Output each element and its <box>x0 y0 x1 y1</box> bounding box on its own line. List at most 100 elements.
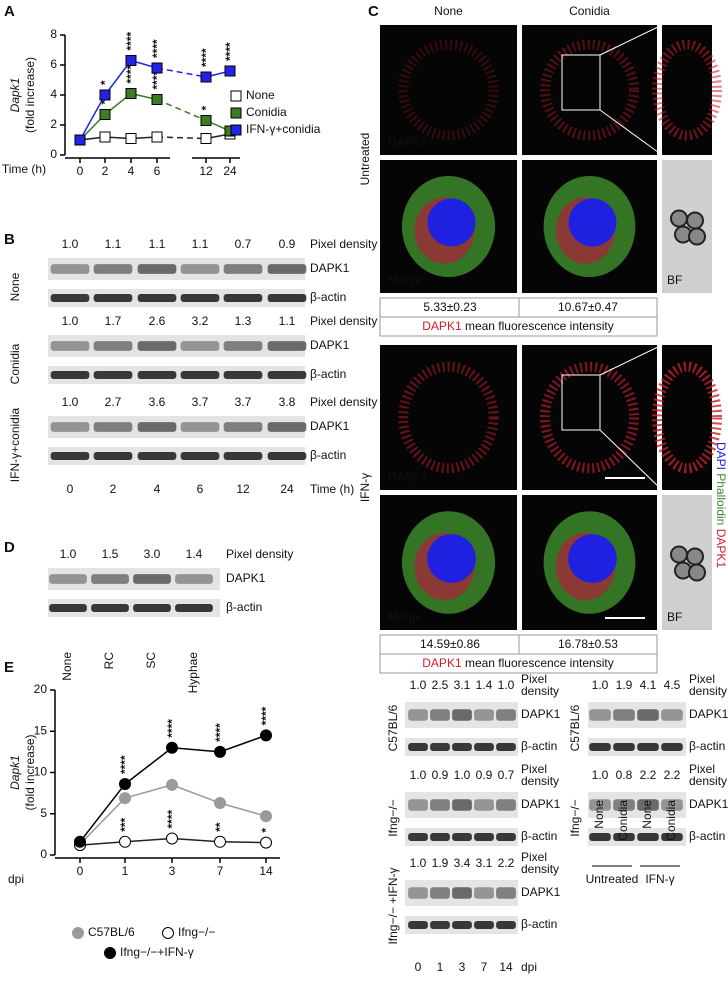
blot-band <box>637 799 659 811</box>
series-segment <box>124 784 173 799</box>
pixel-density: 3.7 <box>192 395 209 409</box>
x-tick-label: 0 <box>77 164 84 178</box>
marker <box>151 62 163 74</box>
blot-band <box>50 341 90 351</box>
density-label: Pixel <box>689 672 715 686</box>
blot-band <box>137 341 177 351</box>
blot-band <box>496 833 516 841</box>
pixel-density: 0.9 <box>476 768 493 782</box>
lane-label: 3 <box>459 960 466 974</box>
blot-band <box>223 371 263 379</box>
cell-signal <box>652 39 722 141</box>
blot-band <box>180 341 220 351</box>
legend-label: IFN-γ+conidia <box>246 122 321 136</box>
series-segment <box>79 797 126 845</box>
cell-signal <box>398 39 499 141</box>
series-segment <box>79 783 126 843</box>
marker <box>166 832 178 845</box>
blot-band <box>93 371 133 379</box>
pixel-density: 2.2 <box>640 768 657 782</box>
treatment-label: IFN-γ <box>645 872 674 886</box>
bf-label: BF <box>667 610 682 624</box>
marker <box>99 109 111 120</box>
pixel-density: 3.8 <box>279 395 296 409</box>
cell-nucleus <box>568 198 617 247</box>
intensity-value: 10.67±0.47 <box>558 300 618 314</box>
blot-band <box>180 452 220 460</box>
blot-band <box>175 574 213 584</box>
marker <box>99 131 111 143</box>
pixel-density: 1.9 <box>616 678 633 692</box>
x-tick-label: 4 <box>128 164 135 178</box>
y-tick-label: 0 <box>40 847 47 861</box>
pixel-density: 1.1 <box>105 237 122 251</box>
x-tick-label: 0 <box>77 864 84 878</box>
treatment-label: Untreated <box>586 872 639 886</box>
x-tick-label: 2 <box>102 164 109 178</box>
blot-band <box>496 887 516 899</box>
blot-strip <box>588 828 686 846</box>
blot-band <box>430 743 450 751</box>
lane-label: SC <box>144 652 158 669</box>
band-label: β-actin <box>310 290 346 304</box>
blot-band <box>267 422 307 432</box>
density-label: Pixel <box>521 762 547 776</box>
pixel-density: 0.9 <box>432 768 449 782</box>
lane-label: 1 <box>437 960 444 974</box>
conidium <box>670 209 688 228</box>
blot-band <box>430 887 450 899</box>
significance: * <box>259 828 273 833</box>
lane-label: Hyphae <box>186 652 200 694</box>
band-label: β-actin <box>521 739 557 753</box>
density-label: Pixel <box>521 672 547 686</box>
density-label: Pixel <box>689 762 715 776</box>
marker <box>74 134 86 146</box>
panel-label: B <box>4 231 15 248</box>
significance: **** <box>199 48 213 67</box>
blot-strip <box>588 738 686 756</box>
series-segment <box>171 837 221 843</box>
marker <box>151 94 163 105</box>
blot-band <box>637 743 659 751</box>
blot-band <box>180 264 220 274</box>
x-tick-label: 12 <box>199 164 213 178</box>
marker <box>166 778 178 791</box>
marker <box>200 133 212 144</box>
lane-label: 6 <box>197 482 204 496</box>
density-label: Pixel density <box>310 395 377 409</box>
blot-band <box>474 709 494 721</box>
column-header: None <box>434 4 463 18</box>
blot-band <box>589 799 611 811</box>
lane-label: 7 <box>481 960 488 974</box>
blot-band <box>430 833 450 841</box>
panel-label: D <box>4 539 15 556</box>
band-label: DAPK1 <box>310 261 350 275</box>
blot-band <box>267 294 307 302</box>
blot-band <box>661 743 683 751</box>
channel-legend: DAPI Phalloidin DAPK1 <box>714 442 728 568</box>
cell-nucleus <box>568 534 617 583</box>
marker <box>214 835 226 848</box>
series-segment <box>219 802 267 817</box>
blot-band <box>93 341 133 351</box>
pixel-density: 1.0 <box>454 768 471 782</box>
blot-band <box>50 452 90 460</box>
row-label: IFN-γ <box>358 473 372 502</box>
density-label: density <box>689 684 727 698</box>
panel-label: C <box>368 3 379 20</box>
marker <box>151 131 163 143</box>
blot-band <box>50 371 90 379</box>
blot-strip <box>588 702 686 728</box>
lane-label: 14 <box>499 960 513 974</box>
column-header: Conidia <box>569 4 610 18</box>
row-label: IFN-γ+conidia <box>8 408 22 483</box>
blot-band <box>267 264 307 274</box>
pixel-density: 3.4 <box>454 856 471 870</box>
lane-label: 4 <box>154 482 161 496</box>
micrograph <box>662 25 712 155</box>
intensity-value: 16.78±0.53 <box>558 637 618 651</box>
cell-nucleus <box>427 198 476 247</box>
blot-strip <box>48 335 305 357</box>
blot-band <box>408 833 428 841</box>
pixel-density: 2.2 <box>498 856 515 870</box>
